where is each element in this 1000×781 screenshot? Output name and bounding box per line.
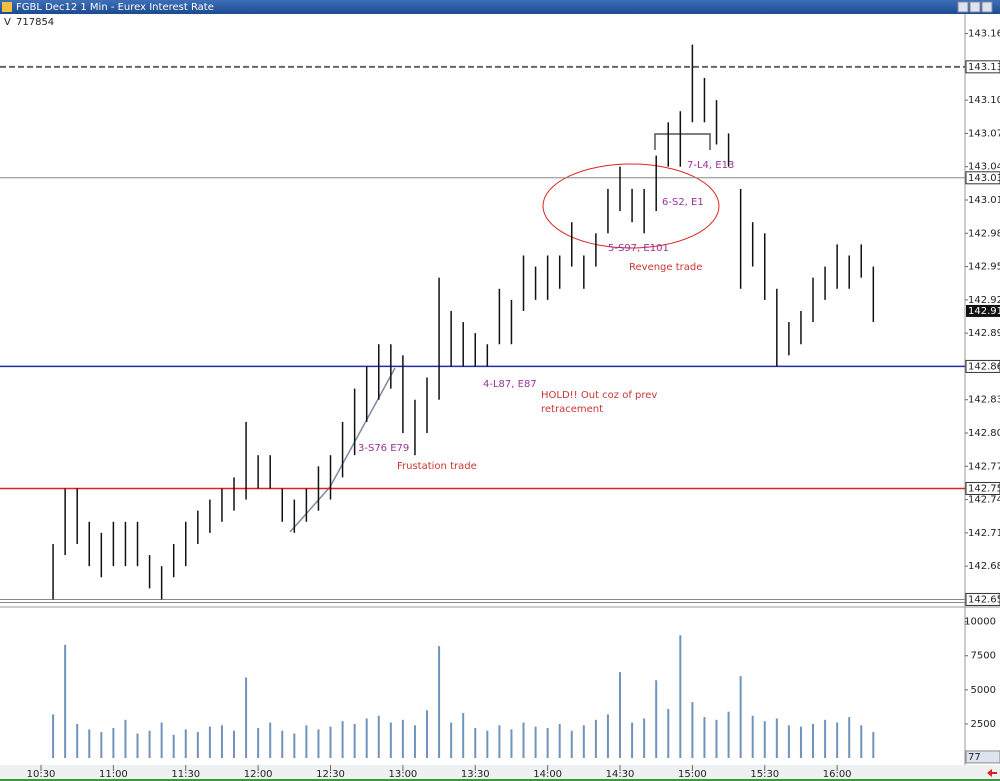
y-tick-label: 142.71 xyxy=(968,528,1000,539)
volume-tick-label: 5000 xyxy=(971,685,996,696)
x-tick-label: 15:30 xyxy=(750,769,779,780)
level-label-box xyxy=(965,60,1000,74)
level-label-box xyxy=(965,359,1000,373)
y-tick-label: 142.89 xyxy=(968,328,1000,339)
x-tick-label: 16:00 xyxy=(823,769,852,780)
level-label: 142.65 xyxy=(968,594,1000,605)
y-tick-label: 143.16 xyxy=(968,29,1000,40)
highlight-ellipse xyxy=(542,163,720,249)
y-tick-label: 142.98 xyxy=(968,228,1000,239)
time-axis xyxy=(0,765,1000,781)
volume-total: 717854 xyxy=(16,17,54,28)
x-tick-label: 15:00 xyxy=(678,769,707,780)
range-box xyxy=(654,133,711,150)
y-tick-label: 142.77 xyxy=(968,461,1000,472)
y-tick-label: 142.68 xyxy=(968,561,1000,572)
current-volume-box xyxy=(965,750,1000,764)
y-tick-label: 142.95 xyxy=(968,262,1000,273)
level-label-box xyxy=(965,481,1000,495)
annotation: Frustation trade xyxy=(397,461,477,472)
volume-label: V xyxy=(4,17,11,28)
x-tick-label: 13:00 xyxy=(388,769,417,780)
maximize-button[interactable] xyxy=(969,1,981,13)
y-tick-label: 143.01 xyxy=(968,195,1000,206)
level-label-box xyxy=(965,171,1000,185)
close-button[interactable] xyxy=(981,1,993,13)
x-tick-label: 10:30 xyxy=(27,769,56,780)
level-label: 143.13 xyxy=(968,62,1000,73)
annotation: 5-S97, E101 xyxy=(608,243,669,254)
current-price: 142.91 xyxy=(968,306,1000,317)
minimize-button[interactable] xyxy=(957,1,969,13)
annotation: 7-L4, E13 xyxy=(687,160,734,171)
y-tick-label: 143.04 xyxy=(968,162,1000,173)
title-bar xyxy=(0,0,1000,14)
y-tick-label: 142.83 xyxy=(968,395,1000,406)
y-tick-label: 142.74 xyxy=(968,495,1000,506)
x-tick-label: 14:00 xyxy=(533,769,562,780)
x-tick-label: 11:00 xyxy=(99,769,128,780)
level-label: 142.75 xyxy=(968,483,1000,494)
x-tick-label: 12:00 xyxy=(244,769,273,780)
annotation: 4-L87, E87 xyxy=(483,379,537,390)
level-label-box xyxy=(965,592,1000,606)
x-tick-label: 14:30 xyxy=(606,769,635,780)
x-tick-label: 11:30 xyxy=(171,769,200,780)
y-tick-label: 142.80 xyxy=(968,428,1000,439)
volume-tick-label: 2500 xyxy=(971,719,996,730)
level-label: 143.03 xyxy=(968,173,1000,184)
volume-tick-label: 7500 xyxy=(971,651,996,662)
app-icon xyxy=(2,2,12,12)
annotation: retracement xyxy=(541,404,603,415)
volume-tick-label: 10000 xyxy=(964,617,996,628)
y-tick-label: 142.92 xyxy=(968,295,1000,306)
x-tick-label: 13:30 xyxy=(461,769,490,780)
level-label: 142.86 xyxy=(968,361,1000,372)
x-tick-label: 12:30 xyxy=(316,769,345,780)
current-volume: 77 xyxy=(968,752,981,763)
y-tick-label: 143.10 xyxy=(968,95,1000,106)
window-title: FGBL Dec12 1 Min - Eurex Interest Rate xyxy=(16,2,214,13)
annotation: 3-S76 E79 xyxy=(358,443,409,454)
annotation: 6-S2, E1 xyxy=(662,197,704,208)
scroll-arrow[interactable] xyxy=(987,769,997,777)
current-price-box xyxy=(966,304,1000,317)
annotation: HOLD!! Out coz of prev xyxy=(541,390,657,401)
y-tick-label: 143.07 xyxy=(968,128,1000,139)
annotation: Revenge trade xyxy=(629,262,702,273)
